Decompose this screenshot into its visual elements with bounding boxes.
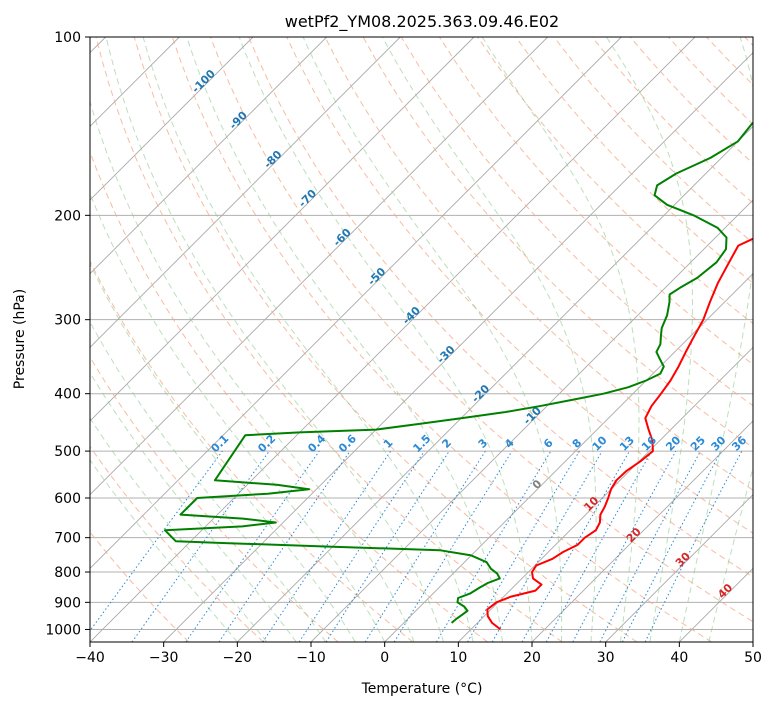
y-tick-label: 100 xyxy=(54,30,81,46)
isotherm-line xyxy=(90,37,401,348)
moist-adiabat xyxy=(481,37,640,642)
isotherm-line xyxy=(163,52,753,642)
isotherm-line xyxy=(90,37,475,422)
mixing-ratio-line xyxy=(90,450,223,632)
temperature-line xyxy=(486,237,753,631)
isotherm-line xyxy=(458,346,753,642)
isotherm-line xyxy=(531,420,753,642)
dry-adiabat xyxy=(90,445,264,642)
dry-adiabat xyxy=(90,356,339,642)
isotherm-line xyxy=(90,37,548,496)
mixing-ratio-line xyxy=(572,450,677,642)
dry-adiabat xyxy=(171,37,712,642)
x-tick-label: −30 xyxy=(149,650,179,666)
y-tick-label: 1000 xyxy=(45,622,81,638)
isotherm-line xyxy=(90,37,254,201)
x-tick-label: 10 xyxy=(449,650,467,666)
isotherm-line xyxy=(90,37,327,275)
mixing-ratio-lines xyxy=(90,450,743,642)
moist-adiabat xyxy=(142,37,474,642)
dry-adiabat xyxy=(324,37,753,491)
y-axis-ticks: 100 200 300 400 500 600 700 800 900 1000 xyxy=(45,30,90,638)
mixing-ratio-line xyxy=(545,450,653,642)
mixing-ratio-line xyxy=(325,450,450,642)
dry-adiabat xyxy=(90,259,414,642)
moist-adiabat xyxy=(678,37,753,642)
mixing-ratio-line xyxy=(262,450,392,642)
x-tick-label: 40 xyxy=(670,650,688,666)
moist-adiabat xyxy=(90,99,415,642)
dry-adiabat xyxy=(286,37,753,534)
moist-adiabat xyxy=(90,371,297,642)
isotherm-line xyxy=(90,37,622,569)
x-axis-title: Temperature (°C) xyxy=(361,681,483,697)
moist-adiabat xyxy=(105,37,445,642)
y-tick-label: 300 xyxy=(54,313,81,329)
mixing-ratio-line xyxy=(131,450,270,642)
y-tick-label: 200 xyxy=(54,208,81,224)
mixing-ratio-line xyxy=(521,450,630,642)
x-tick-label: −10 xyxy=(296,650,326,666)
dry-adiabat xyxy=(210,37,753,623)
dewpoint-line xyxy=(163,121,753,624)
y-tick-label: 900 xyxy=(54,595,81,611)
x-tick-label: −20 xyxy=(223,650,253,666)
moist-adiabat xyxy=(302,37,563,642)
x-tick-label: 0 xyxy=(380,650,389,666)
y-tick-label: 800 xyxy=(54,565,81,581)
y-tick-label: 500 xyxy=(54,444,81,460)
x-tick-label: −40 xyxy=(75,650,105,666)
dry-adiabat xyxy=(515,37,753,284)
isotherm-line xyxy=(384,273,753,642)
mixing-ratio-line xyxy=(185,450,320,642)
x-tick-label: 20 xyxy=(523,650,541,666)
moist-adiabat xyxy=(381,37,597,642)
x-tick-label: 30 xyxy=(597,650,615,666)
profile-series xyxy=(163,121,753,631)
moist-adiabat xyxy=(238,37,533,642)
plot-frame xyxy=(89,36,754,643)
chart-title: wetPf2_YM08.2025.363.09.46.E02 xyxy=(285,12,559,32)
x-tick-label: 50 xyxy=(744,650,762,666)
mixing-ratio-line xyxy=(644,450,743,642)
x-axis-ticks: −40 −30 −20 −10 0 10 20 30 40 50 xyxy=(75,642,762,666)
mixing-ratio-line xyxy=(298,450,425,642)
y-tick-label: 600 xyxy=(54,491,81,507)
y-axis-title: Pressure (hPa) xyxy=(12,289,28,389)
moist-adiabat xyxy=(90,459,238,642)
moist-adiabat xyxy=(186,37,503,642)
mixing-ratio-line xyxy=(393,450,513,642)
isotherm-line xyxy=(605,494,753,642)
dry-adiabat xyxy=(133,37,638,642)
y-tick-label: 400 xyxy=(54,387,81,403)
moist-adiabat xyxy=(708,465,753,642)
mixing-ratio-line xyxy=(218,450,351,642)
dry-adiabat xyxy=(248,37,753,578)
moist-adiabat xyxy=(90,417,268,642)
y-tick-label: 700 xyxy=(54,531,81,547)
